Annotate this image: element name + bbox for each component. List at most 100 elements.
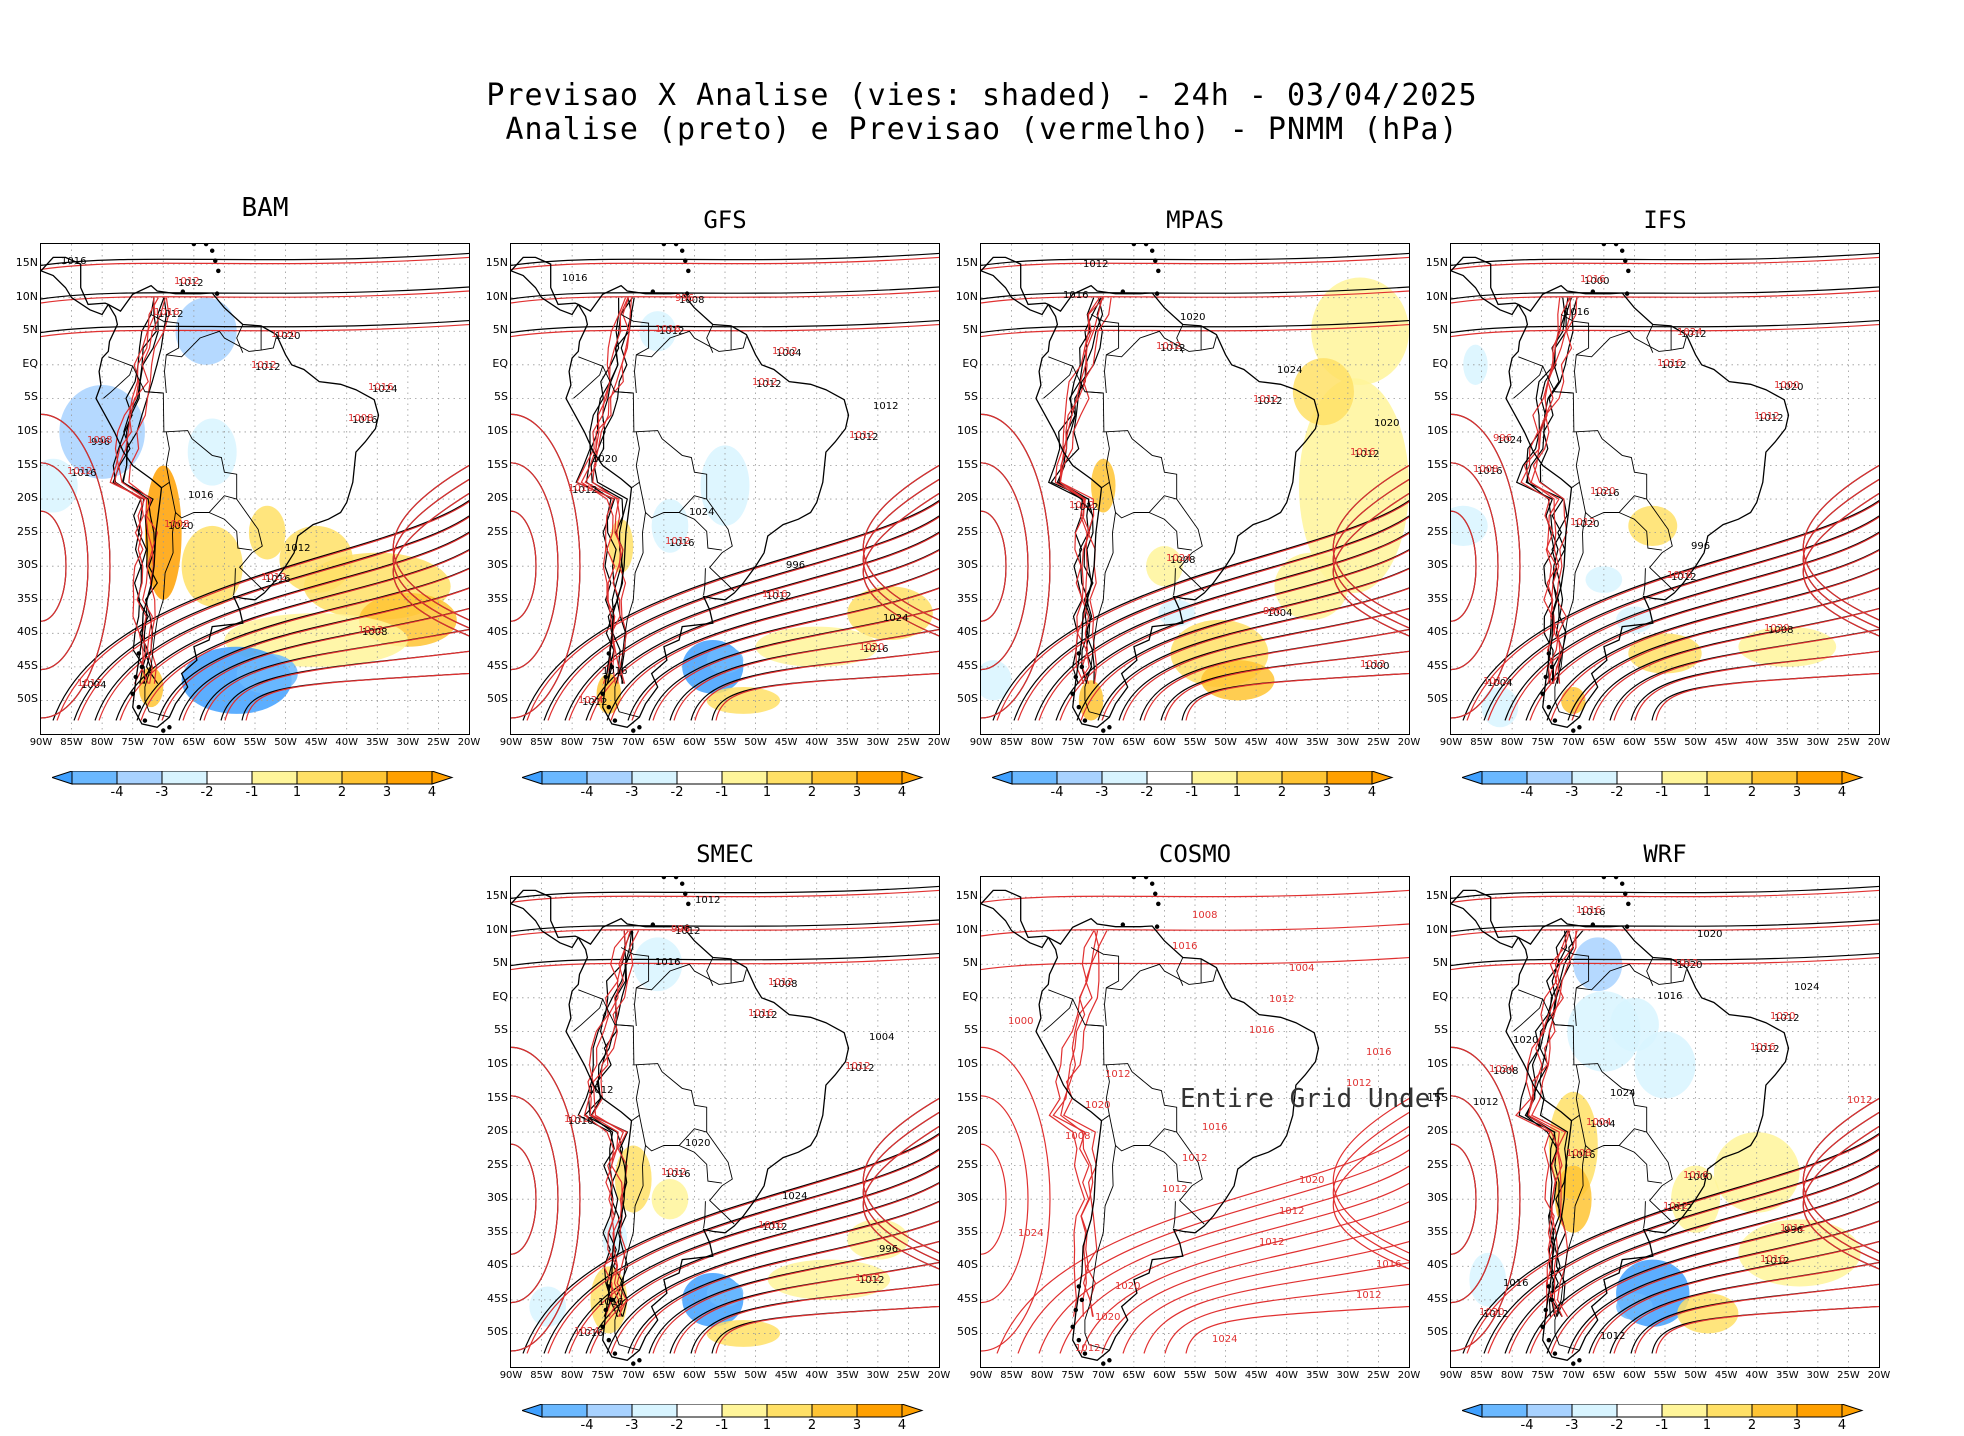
longitude-label: 20W (1867, 1370, 1891, 1381)
colorbar-segment (586, 770, 633, 785)
country-borders (1513, 947, 1687, 1351)
forecast-contour-label: 1012 (752, 377, 777, 388)
analysis-contour-label: 1012 (1160, 343, 1185, 354)
colorbar-label: 2 (807, 1418, 817, 1433)
forecast-contour-label: 1016 (1760, 1254, 1785, 1265)
analysis-contour-label: 1020 (1574, 519, 1599, 530)
latitude-label: 35S (487, 591, 508, 605)
latitude-label: 20S (1427, 1124, 1448, 1138)
longitude-label: 30W (1336, 737, 1360, 748)
longitude-label: 70W (1091, 737, 1115, 748)
colorbar-label: 2 (1747, 1418, 1757, 1433)
forecast-contour-label: 1012 (855, 1273, 880, 1284)
forecast-contour-label: 1016 (1350, 447, 1375, 458)
bias-shading (1451, 344, 1837, 728)
analysis-contour-label: 1016 (1564, 307, 1589, 318)
latitude-label: 50S (1427, 692, 1448, 706)
coastline (41, 244, 380, 733)
colorbar-gfs (520, 770, 926, 790)
latitude-label: 25S (487, 524, 508, 538)
colorbar-label: 1 (1232, 785, 1242, 800)
forecast-contour-label: 1024 (1018, 1228, 1043, 1239)
colorbar-segment (1326, 770, 1373, 785)
analysis-contour-label: 996 (1784, 1225, 1803, 1236)
colorbar-segment (296, 770, 343, 785)
longitude-label: 45W (1714, 1370, 1738, 1381)
latitude-label: 25S (17, 524, 38, 538)
latitude-label: 35S (17, 591, 38, 605)
graticule (511, 244, 939, 734)
analysis-contour-label: 1016 (352, 415, 377, 426)
latitude-label: 15N (15, 256, 38, 270)
analysis-contour-label: 1012 (1758, 413, 1783, 424)
analysis-contour-label: 1016 (1570, 1150, 1595, 1161)
bias-patch (706, 646, 744, 674)
forecast-contour-label: 996 (1263, 606, 1282, 617)
latitude-label: EQ (1432, 356, 1448, 370)
bias-patch (1298, 378, 1409, 594)
longitude-label: 50W (744, 737, 767, 748)
latitude-label: 20S (1427, 491, 1448, 505)
forecast-isobars (511, 256, 939, 721)
analysis-contour-label: 1020 (1677, 960, 1702, 971)
colorbar-segment (856, 770, 903, 785)
analysis-contour-label: 1016 (863, 644, 888, 655)
latitude-label: 30S (17, 558, 38, 572)
longitude-label: 45W (774, 737, 798, 748)
map-svg-bam: 1016101210121016101610201016100810041012… (41, 244, 469, 734)
map-panel-mpas: 1016 1012 1012 1012 1012 1008 1004 1000 1012 1020… (980, 243, 1410, 735)
analysis-contour-label: 1016 (265, 574, 290, 585)
coastline (981, 244, 1320, 733)
forecast-contour-label: 1008 (348, 413, 373, 424)
colorbar-label: 4 (897, 785, 907, 800)
analysis-contour-label: 1012 (1354, 449, 1379, 460)
longitude-label: 45W (1244, 737, 1268, 748)
latitude-label: 20S (957, 491, 978, 505)
analysis-contour-label: 1004 (81, 680, 106, 691)
analysis-contour-label: 1008 (1493, 1066, 1518, 1077)
latitude-label: 15N (955, 256, 978, 270)
forecast-contour-label: 1020 (1299, 1175, 1324, 1186)
colorbar-segment (1571, 770, 1618, 785)
analysis-contour-label: 1016 (61, 256, 86, 267)
analysis-contour-label: 1020 (1180, 312, 1205, 323)
forecast-contour-label: 1012 (1156, 341, 1181, 352)
analysis-contour-label: 1020 (592, 454, 617, 465)
longitude-label: 60W (213, 737, 236, 748)
coastline (511, 244, 850, 733)
bias-patch (1628, 505, 1678, 547)
forecast-contour-label: 1020 (1590, 486, 1615, 497)
main-title-line2: Analise (preto) e Previsao (vermelho) - … (505, 112, 1459, 147)
bias-patch (1311, 277, 1409, 385)
latitude-label: EQ (962, 989, 978, 1003)
longitude-label: 35W (1775, 737, 1799, 748)
colorbar-label: -3 (625, 785, 639, 800)
analysis-contour-label: 1024 (1277, 365, 1302, 376)
colorbar-label: -4 (1520, 785, 1534, 800)
bias-patch (1713, 1132, 1800, 1213)
latitude-label: 10N (1425, 922, 1448, 936)
longitude-label: 45W (774, 1370, 798, 1381)
forecast-isobars (511, 889, 939, 1354)
latitude-label: 15S (17, 457, 38, 471)
graticule (981, 877, 1409, 1367)
longitude-label: 65W (1122, 1370, 1146, 1381)
analysis-contour-label: 1008 (1768, 625, 1793, 636)
latitude-label: 45S (487, 658, 508, 672)
analysis-contour-label: 1004 (1267, 608, 1292, 619)
country-borders (1043, 314, 1217, 718)
forecast-contour-label: 1024 (1677, 327, 1702, 338)
analysis-contour-label: 1012 (1257, 396, 1282, 407)
longitude-label: 55W (713, 1370, 737, 1381)
latitude-label: 50S (1427, 1325, 1448, 1339)
longitude-label: 55W (1653, 1370, 1677, 1381)
forecast-contour-label: 1024 (1212, 1334, 1237, 1345)
analysis-contour-label: 1016 (1503, 1278, 1528, 1289)
colorbar-arrow-left (1460, 770, 1483, 785)
analysis-contour-label: 996 (879, 1244, 898, 1255)
colorbar-label: 3 (382, 785, 392, 800)
bias-patch (1677, 1293, 1739, 1334)
forecast-contour-label: 1020 (859, 642, 884, 653)
colorbar-label: 3 (1792, 785, 1802, 800)
colorbar-segment (586, 1403, 633, 1418)
